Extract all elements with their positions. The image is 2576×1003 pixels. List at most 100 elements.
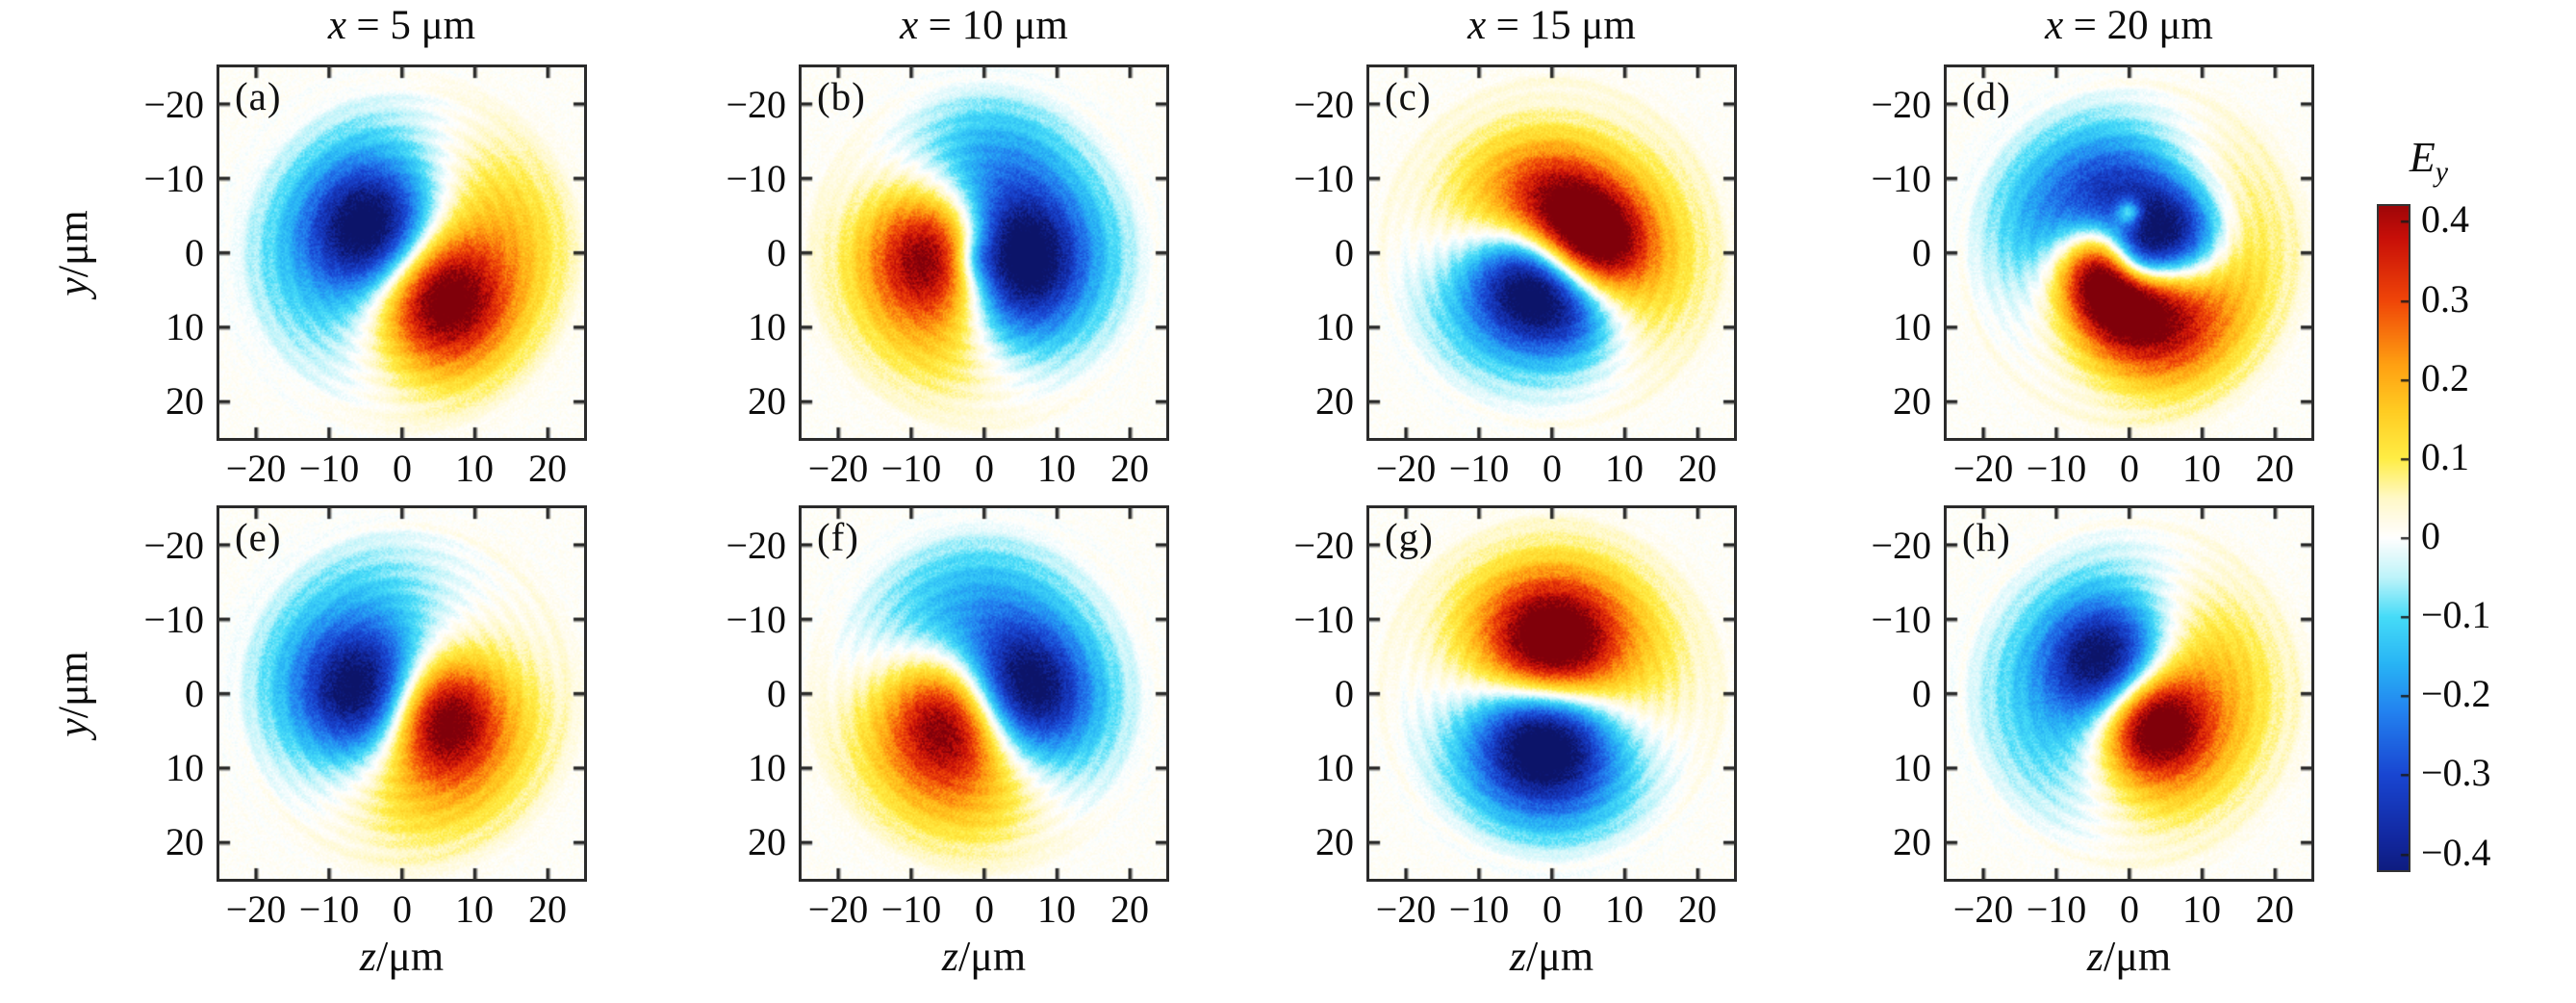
x-tick-label: 10 [1037, 447, 1076, 490]
x-tick-label: −20 [807, 887, 869, 931]
x-tick-label: 10 [2182, 887, 2221, 931]
panel-letter-label: (f) [817, 515, 859, 559]
y-axis-unit: /μm [49, 209, 97, 277]
y-tick-label: 20 [1315, 820, 1354, 863]
y-tick-label: −10 [1293, 157, 1354, 200]
x-tick-label: −10 [2026, 887, 2087, 931]
y-tick-label: 10 [1893, 746, 1931, 789]
y-tick-label: 10 [1315, 305, 1354, 348]
y-axis-title-row1: y/μm [49, 210, 98, 296]
column-title-x5: x = 5 μm [328, 2, 475, 49]
y-axis-title-row2: y/μm [49, 651, 98, 737]
heatmap-canvas-e [219, 508, 584, 879]
heatmap-canvas-h [1947, 508, 2311, 879]
y-tick-label: 0 [185, 672, 204, 715]
x-tick-label: −20 [1952, 887, 2014, 931]
colorbar-tick-label: −0.1 [2421, 593, 2491, 636]
y-tick-label: 0 [767, 231, 786, 274]
y-axis-unit: /μm [49, 650, 97, 718]
colorbar [2377, 204, 2410, 872]
z-axis-unit: /μm [1526, 933, 1594, 980]
colorbar-title-sub: y [2435, 155, 2449, 188]
colorbar-tick-label: −0.4 [2421, 831, 2491, 874]
y-tick-label: −20 [726, 524, 786, 567]
x-tick-label: 20 [528, 447, 567, 490]
y-tick-label: 0 [185, 231, 204, 274]
x-tick-label: 20 [1678, 887, 1717, 931]
x-tick-label: 0 [975, 447, 994, 490]
column-title-x20: x = 20 μm [2045, 2, 2213, 49]
colorbar-tick-label: 0.1 [2421, 435, 2469, 478]
y-tick-label: −10 [1871, 157, 1931, 200]
y-tick-label: 20 [748, 379, 786, 423]
x-tick-label: −10 [1448, 887, 1510, 931]
panel-letter-label: (d) [1962, 74, 2011, 118]
y-tick-label: 20 [1893, 379, 1931, 423]
x-tick-label: 10 [1037, 887, 1076, 931]
heatmap-canvas-a [219, 67, 584, 438]
z-axis-variable: z [1509, 933, 1527, 980]
x-tick-label: 20 [1678, 447, 1717, 490]
x-tick-label: 0 [2120, 447, 2139, 490]
heatmap-canvas-d [1947, 67, 2311, 438]
x-tick-label: −10 [298, 887, 360, 931]
panel-letter-label: (g) [1385, 515, 1434, 559]
panel-letter-label: (b) [817, 74, 866, 118]
colorbar-tick-label: 0.2 [2421, 356, 2469, 399]
x-tick-label: 0 [393, 887, 412, 931]
title-variable: x [1467, 3, 1487, 48]
x-tick-label: 20 [1110, 447, 1149, 490]
heatmap-panel-e: (e) −20 −10 0 10 20 −20 −10 0 10 20 [143, 505, 587, 931]
column-title-x15: x = 15 μm [1467, 2, 1636, 49]
z-axis-title-col2: z/μm [942, 932, 1026, 981]
y-tick-label: 10 [1315, 746, 1354, 789]
y-tick-label: −20 [143, 524, 204, 567]
y-tick-label: −20 [1871, 524, 1931, 567]
x-tick-label: 10 [2182, 447, 2221, 490]
x-tick-label: 0 [1543, 887, 1562, 931]
z-axis-variable: z [2086, 933, 2104, 980]
x-tick-label: 10 [1605, 887, 1644, 931]
x-tick-label: −20 [225, 447, 287, 490]
heatmap-panel-d: (d) −20 −10 0 10 20 −20 −10 0 10 20 [1871, 64, 2314, 490]
colorbar-tick-label: −0.2 [2421, 672, 2491, 715]
y-tick-label: 20 [1893, 820, 1931, 863]
x-tick-label: −20 [1375, 887, 1437, 931]
panel-letter-label: (h) [1962, 515, 2011, 559]
y-tick-label: 10 [1893, 305, 1931, 348]
z-axis-variable: z [359, 933, 377, 980]
title-value: = 20 μm [2073, 3, 2213, 48]
y-tick-label: 0 [1335, 672, 1354, 715]
y-tick-label: 0 [767, 672, 786, 715]
y-tick-label: −20 [143, 83, 204, 126]
y-tick-label: −10 [143, 157, 204, 200]
x-tick-label: −20 [1375, 447, 1437, 490]
colorbar-gradient [2379, 206, 2409, 870]
x-tick-label: −10 [2026, 447, 2087, 490]
heatmap-panel-c: (c) −20 −10 0 10 20 −20 −10 0 10 20 [1293, 64, 1737, 490]
x-tick-label: 10 [1605, 447, 1644, 490]
z-axis-title-col1: z/μm [360, 932, 444, 981]
y-tick-label: 0 [1335, 231, 1354, 274]
x-tick-label: 20 [528, 887, 567, 931]
y-tick-label: 10 [166, 305, 204, 348]
heatmap-panel-a: (a) −20 −10 0 10 20 −20 −10 0 10 20 [143, 64, 587, 490]
y-tick-label: −10 [726, 157, 786, 200]
y-tick-label: 10 [748, 746, 786, 789]
y-tick-label: 20 [748, 820, 786, 863]
y-tick-label: 20 [1315, 379, 1354, 423]
y-tick-label: −20 [1293, 83, 1354, 126]
y-tick-label: 0 [1912, 672, 1931, 715]
title-value: = 15 μm [1495, 3, 1636, 48]
heatmap-panel-f: (f) −20 −10 0 10 20 −20 −10 0 10 20 [726, 505, 1169, 931]
panel-letter-label: (c) [1385, 74, 1432, 118]
x-tick-label: −20 [807, 447, 869, 490]
z-axis-unit: /μm [376, 933, 445, 980]
x-tick-label: 0 [393, 447, 412, 490]
y-tick-label: −20 [1293, 524, 1354, 567]
z-axis-title-col3: z/μm [1510, 932, 1594, 981]
colorbar-tick-label: 0.3 [2421, 277, 2469, 321]
heatmap-panel-h: (h) −20 −10 0 10 20 −20 −10 0 10 20 [1871, 505, 2314, 931]
y-tick-label: −10 [1293, 598, 1354, 641]
